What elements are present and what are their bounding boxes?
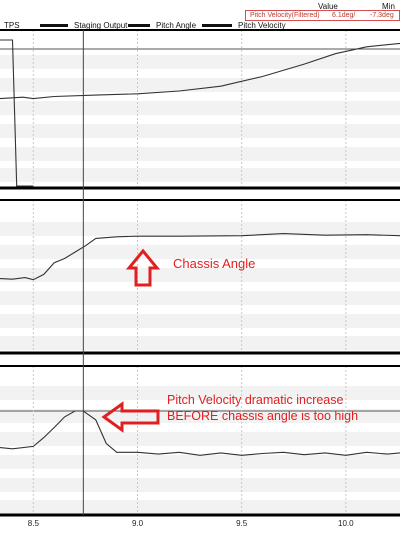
panel-3-band — [0, 432, 400, 446]
x-tick-label: 10.0 — [338, 519, 354, 528]
pitch-velocity-trace — [0, 410, 400, 456]
arrow-up — [125, 248, 161, 287]
panel-1-band — [0, 55, 400, 69]
tps-trace — [0, 42, 400, 100]
panel-1-band — [0, 78, 400, 92]
panel-1-band — [0, 124, 400, 138]
legend-swatch-staging-output — [40, 24, 68, 27]
legend-label-staging-output: Staging Output — [74, 21, 128, 30]
panel-1-band — [0, 101, 400, 115]
panel-2-band — [0, 268, 400, 282]
annotation-pitch-line2: BEFORE chassis angle is too high — [167, 409, 358, 423]
readout-min: -7.3deg — [370, 12, 394, 19]
panel-2-band — [0, 222, 400, 236]
annotation-pitch-line1: Pitch Velocity dramatic increase — [167, 393, 344, 407]
legend-item-tps[interactable]: TPS — [4, 21, 20, 30]
legend-label-pitch-velocity: Pitch Velocity — [238, 21, 286, 30]
readout-value: 6.1deg/ — [332, 12, 356, 19]
x-tick-label: 9.0 — [132, 519, 144, 528]
readout-channel: Pitch Velocity(Filtered) — [250, 12, 320, 19]
legend-label-pitch-angle: Pitch Angle — [156, 21, 197, 30]
panel-3-band — [0, 455, 400, 469]
panel-1-band — [0, 147, 400, 161]
legend-bar: TPS Staging Output Pitch Angle Pitch Vel… — [0, 0, 400, 30]
value-column-header: Value — [318, 2, 338, 11]
legend-item-pitch-velocity[interactable]: Pitch Velocity — [202, 21, 286, 30]
arrow-left — [101, 401, 160, 433]
staging-output-trace — [0, 39, 34, 187]
panel-3-band — [0, 386, 400, 400]
legend-swatch-pitch-velocity — [202, 24, 232, 27]
panel-1-band — [0, 168, 400, 182]
legend-item-staging-output[interactable]: Staging Output — [40, 21, 127, 30]
legend-item-pitch-angle[interactable]: Pitch Angle — [128, 21, 196, 30]
panel-3-band — [0, 409, 400, 423]
panel-2-band — [0, 291, 400, 305]
panel-3-band — [0, 478, 400, 492]
x-tick-label: 9.5 — [236, 519, 248, 528]
x-tick-label: 8.5 — [28, 519, 40, 528]
panel-2-band — [0, 336, 400, 350]
pitch-angle-trace — [0, 233, 400, 281]
legend-label-tps: TPS — [4, 21, 20, 30]
annotation-chassis-angle: Chassis Angle — [173, 256, 255, 271]
legend-swatch-pitch-angle — [128, 24, 150, 27]
panel-2-band — [0, 314, 400, 328]
panel-3-band — [0, 500, 400, 514]
panel-2-band — [0, 245, 400, 259]
min-column-header: Min — [382, 2, 395, 11]
